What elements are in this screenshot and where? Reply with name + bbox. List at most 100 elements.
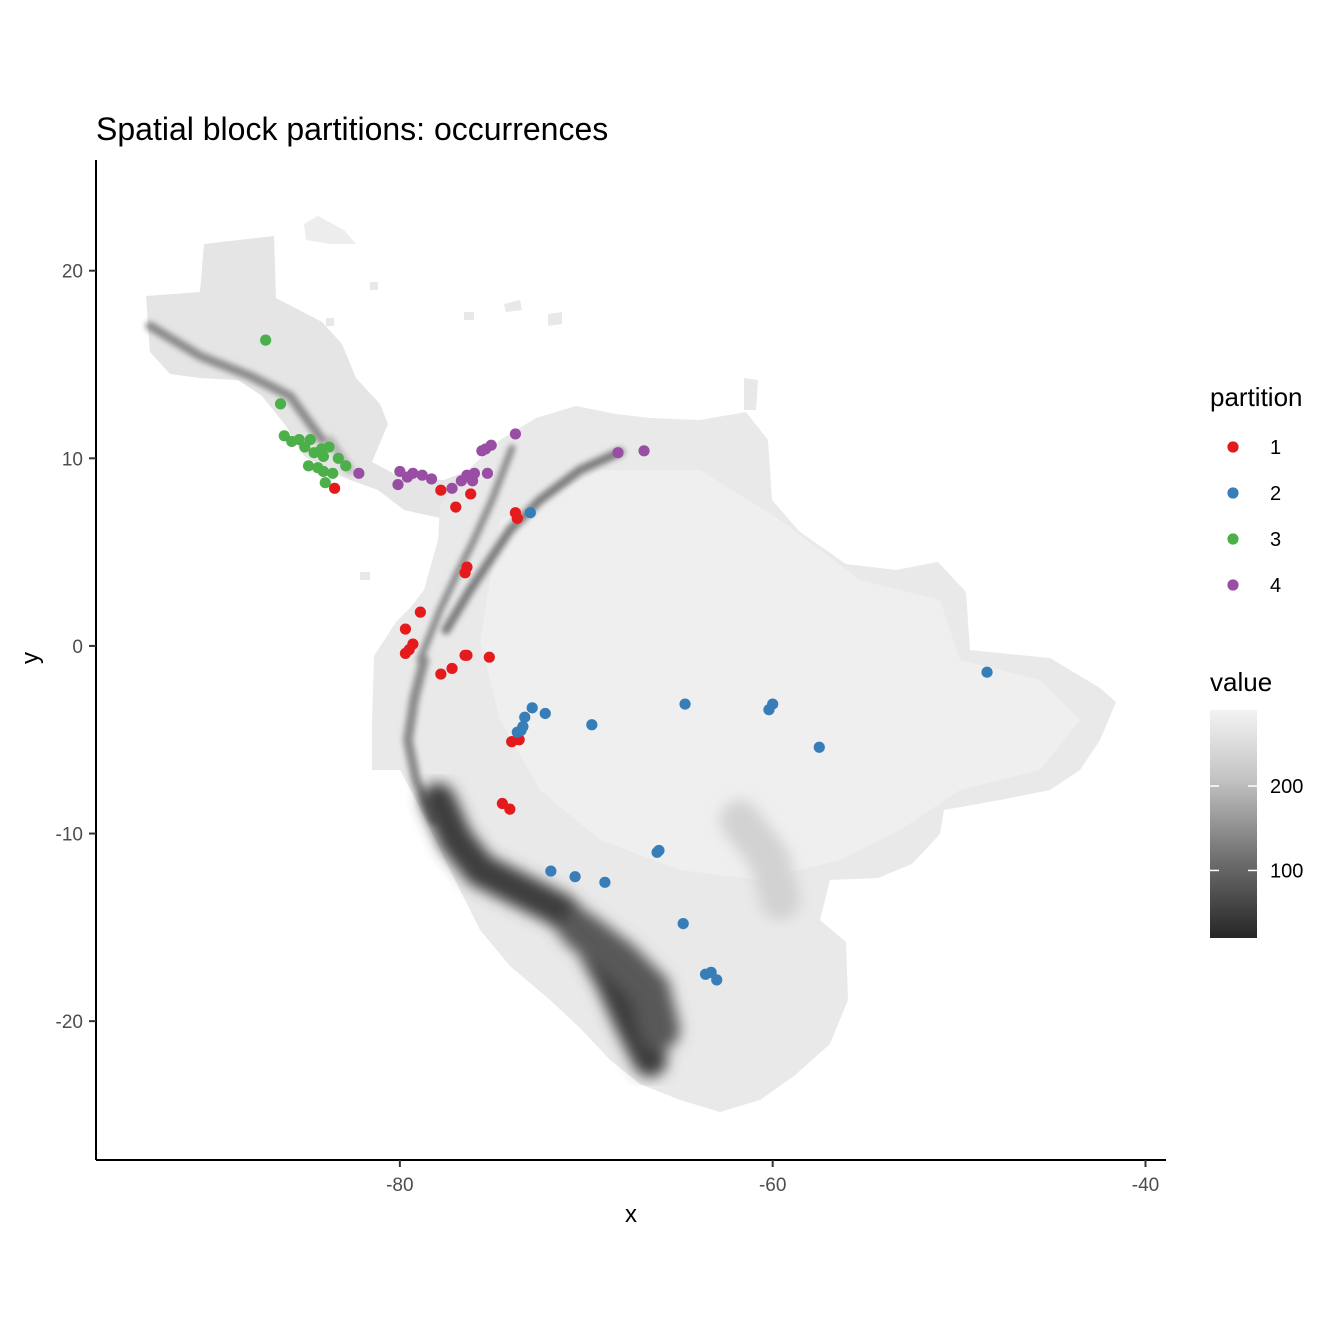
y-tick-label: 20	[62, 262, 83, 283]
point-partition-4	[612, 447, 624, 459]
point-partition-3	[317, 465, 330, 478]
y-ticks: -20 -10 0 10 20	[56, 262, 96, 1033]
raster-ridge-andes-central	[402, 655, 439, 825]
point-partition-3	[340, 460, 352, 472]
point-partition-2	[677, 918, 689, 930]
point-partition-1	[399, 623, 412, 635]
raster-ridge-north-andes	[441, 447, 625, 635]
point-partition-2	[586, 719, 598, 731]
point-partition-3	[274, 398, 287, 410]
point-partition-1	[504, 803, 516, 815]
legend-key-2	[1227, 487, 1239, 499]
point-partition-1	[465, 488, 477, 500]
legend-key-1	[1227, 441, 1239, 453]
legend-partition-title: partition	[1210, 382, 1303, 412]
series-partition-2	[511, 507, 993, 986]
point-partition-3	[332, 452, 344, 464]
point-partition-2	[767, 698, 779, 710]
raster-ridge-central-america	[145, 321, 327, 445]
point-partition-2	[539, 707, 551, 720]
series-partition-1	[329, 482, 525, 815]
x-ticks: -80 -60 -40	[386, 1160, 1159, 1196]
point-partition-4	[638, 445, 650, 457]
y-tick-label: -20	[56, 1012, 83, 1033]
point-partition-4	[481, 467, 494, 479]
y-tick-label: 10	[62, 449, 83, 470]
point-partition-3	[317, 450, 330, 463]
x-tick-label: -80	[386, 1175, 413, 1196]
x-tick-label: -60	[759, 1175, 786, 1196]
raster-background	[145, 216, 1116, 1112]
point-partition-4	[485, 439, 497, 451]
point-partition-4	[392, 478, 404, 491]
point-partition-1	[399, 647, 412, 660]
x-tick-label: -40	[1132, 1175, 1159, 1196]
point-partition-2	[545, 865, 557, 877]
colorbar-ticks: 100 200	[1210, 776, 1303, 882]
y-axis-label: y	[17, 652, 44, 664]
raster-amazon-light	[480, 470, 1080, 880]
colorbar-tick-label: 200	[1270, 776, 1303, 798]
point-partition-1	[459, 567, 471, 579]
legend-partition-entries: 1 2 3 4	[1227, 437, 1281, 597]
x-axis-label: x	[625, 1201, 637, 1228]
point-partition-1	[450, 501, 462, 513]
point-partition-1	[329, 482, 341, 494]
legend-value-title: value	[1210, 667, 1272, 697]
point-partition-4	[416, 469, 428, 481]
legend-label-3: 3	[1270, 529, 1281, 551]
point-partition-3	[327, 467, 339, 479]
raster-highlands-east	[720, 800, 800, 920]
point-partition-2	[511, 726, 523, 738]
chart-title: Spatial block partitions: occurrences	[96, 111, 608, 147]
colorbar-tick-label: 100	[1270, 860, 1303, 882]
point-partition-1	[461, 649, 473, 661]
point-partition-2	[569, 871, 581, 883]
axes: -80 -60 -40 -20 -10 0 10 20	[56, 160, 1166, 1196]
point-partition-4	[407, 467, 419, 479]
point-partition-4	[465, 471, 477, 483]
y-tick-label: -10	[56, 825, 83, 846]
point-partition-4	[446, 482, 458, 494]
point-partition-3	[260, 334, 272, 346]
raster-ridge-north-andes-b	[416, 444, 516, 664]
legend-partition: partition 1 2 3 4	[1210, 382, 1303, 597]
raster-altiplano	[560, 910, 680, 1050]
series-partition-4	[353, 428, 650, 494]
colorbar	[1210, 710, 1257, 938]
point-partition-3	[323, 441, 335, 453]
point-partition-4	[509, 428, 522, 440]
series-partition-3	[260, 334, 352, 489]
point-partition-3	[299, 441, 311, 453]
legend-label-1: 1	[1270, 437, 1281, 459]
point-partition-2	[981, 666, 993, 678]
scatter-points	[260, 334, 993, 986]
point-partition-2	[519, 711, 531, 723]
legend-key-4	[1227, 579, 1239, 591]
point-partition-1	[483, 651, 495, 663]
raster-central-america	[146, 236, 470, 518]
point-partition-2	[711, 974, 723, 986]
point-partition-1	[435, 484, 447, 496]
point-partition-1	[435, 668, 447, 680]
point-partition-2	[599, 876, 611, 888]
point-partition-2	[653, 844, 665, 857]
point-partition-4	[353, 467, 365, 479]
point-partition-1	[446, 662, 458, 675]
point-partition-4	[425, 473, 438, 485]
raster-yucatan	[304, 216, 356, 244]
legend-label-4: 4	[1270, 575, 1281, 597]
point-partition-2	[813, 741, 825, 753]
point-partition-1	[511, 512, 523, 524]
point-partition-2	[679, 698, 691, 710]
point-partition-1	[414, 606, 426, 618]
point-partition-3	[302, 460, 315, 472]
y-tick-label: 0	[72, 637, 83, 658]
legend-value: value 100 200	[1210, 667, 1303, 938]
point-partition-2	[526, 702, 538, 714]
legend-key-3	[1227, 533, 1239, 545]
point-partition-2	[524, 507, 536, 519]
legend-label-2: 2	[1270, 483, 1281, 505]
raster-ridge-andes-south	[421, 783, 667, 1077]
